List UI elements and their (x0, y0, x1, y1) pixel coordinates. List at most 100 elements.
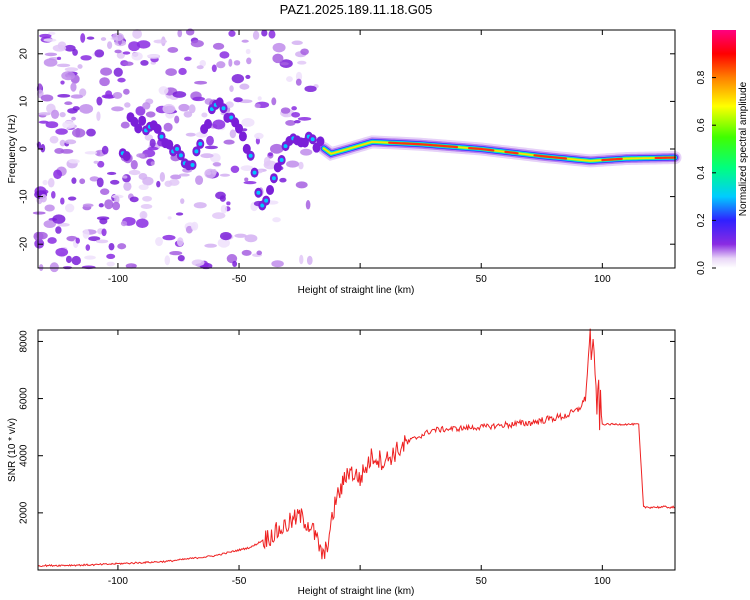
noise-blob (178, 67, 187, 76)
ridge-blob (204, 119, 213, 130)
noise-blob (75, 127, 81, 138)
noise-blob (263, 156, 271, 167)
ridge-blob (235, 123, 244, 134)
x-tick-label: 50 (476, 274, 488, 285)
noise-blob (43, 38, 57, 42)
noise-blob (280, 107, 291, 114)
noise-blob (145, 111, 156, 118)
noise-blob (113, 67, 123, 77)
noise-blob (188, 104, 196, 114)
spectrogram-ridge (118, 97, 682, 211)
noise-blob (231, 74, 245, 84)
noise-blob (60, 148, 74, 154)
noise-blob (140, 60, 149, 66)
noise-blob (175, 212, 184, 216)
noise-blob (279, 177, 287, 183)
noise-blob (47, 177, 55, 188)
noise-blob (240, 165, 254, 171)
noise-blob (297, 60, 307, 65)
y-tick-label: 8000 (19, 330, 30, 353)
x-tick-label: 50 (476, 576, 488, 587)
noise-blob (132, 29, 143, 39)
noise-blob (52, 214, 66, 224)
noise-blob (70, 94, 84, 99)
noise-blob (199, 60, 207, 67)
colorbar-tick-label: 0.6 (696, 118, 707, 132)
noise-blob (45, 121, 59, 129)
ridge-blob-core (159, 134, 164, 139)
noise-blob (228, 58, 233, 67)
noise-blob (212, 42, 225, 50)
noise-blob (216, 61, 226, 69)
noise-blob (156, 180, 161, 188)
noise-blob (57, 222, 70, 227)
noise-blob (241, 39, 249, 43)
noise-blob (136, 40, 151, 49)
y-tick-label: -20 (19, 237, 30, 252)
noise-blob (183, 111, 193, 118)
noise-blob (88, 236, 101, 242)
noise-blob (190, 39, 204, 48)
noise-blob (117, 77, 126, 83)
noise-blob (62, 120, 75, 129)
noise-blob (271, 97, 277, 106)
noise-blob (167, 47, 179, 53)
snr-panel: -100 -50 50 100 2000 4000 6000 8000 Height of … (7, 328, 676, 597)
noise-blob (246, 57, 252, 65)
noise-blob (40, 94, 54, 102)
noise-blob (44, 204, 55, 212)
snr-y-ticks: 2000 4000 6000 8000 (19, 330, 675, 524)
noise-blob (128, 41, 141, 52)
noise-blob (124, 102, 131, 108)
noise-blob (241, 128, 248, 132)
noise-blob (136, 153, 145, 158)
noise-blob (70, 82, 77, 92)
noise-blob (101, 145, 109, 155)
noise-blob (122, 174, 131, 183)
noise-blob (196, 65, 204, 70)
noise-blob (64, 203, 75, 213)
noise-blob (163, 122, 173, 132)
noise-blob (95, 239, 109, 244)
ridge-blob (316, 136, 325, 147)
noise-blob (52, 44, 67, 52)
noise-blob (55, 226, 62, 234)
ridge-blob-core (256, 190, 261, 195)
noise-blob (295, 78, 302, 86)
noise-blob (297, 117, 312, 121)
ridge-hot (504, 150, 519, 155)
noise-blob (158, 86, 169, 95)
noise-blob (85, 244, 91, 251)
noise-blob (82, 203, 94, 208)
colorbar-tick-label: 0.2 (696, 213, 707, 227)
noise-blob (110, 179, 120, 185)
noise-blob (233, 97, 243, 103)
colorbar-gradient (712, 30, 736, 268)
noise-blob (86, 36, 95, 40)
ridge-blob-core (178, 153, 183, 158)
ridge-hot (388, 141, 459, 149)
noise-blob (291, 111, 301, 118)
noise-blob (49, 262, 59, 273)
noise-blob (128, 169, 141, 176)
noise-blob (81, 265, 96, 270)
noise-blob (162, 234, 176, 241)
noise-blob (212, 119, 226, 130)
noise-blob (244, 177, 249, 182)
noise-blob (101, 228, 107, 237)
noise-blob (204, 145, 218, 150)
noise-blob (38, 112, 51, 116)
ridge-blob-core (279, 157, 284, 162)
noise-blob (177, 254, 185, 262)
snr-series-line (37, 328, 676, 568)
noise-blob (304, 85, 317, 93)
noise-blob (228, 30, 236, 37)
ridge-blob-core (271, 176, 276, 181)
noise-blob (142, 102, 151, 110)
noise-blob (272, 217, 281, 223)
noise-blob (106, 171, 117, 176)
noise-blob (252, 30, 260, 40)
noise-blob (191, 259, 205, 267)
noise-blob (100, 188, 110, 195)
